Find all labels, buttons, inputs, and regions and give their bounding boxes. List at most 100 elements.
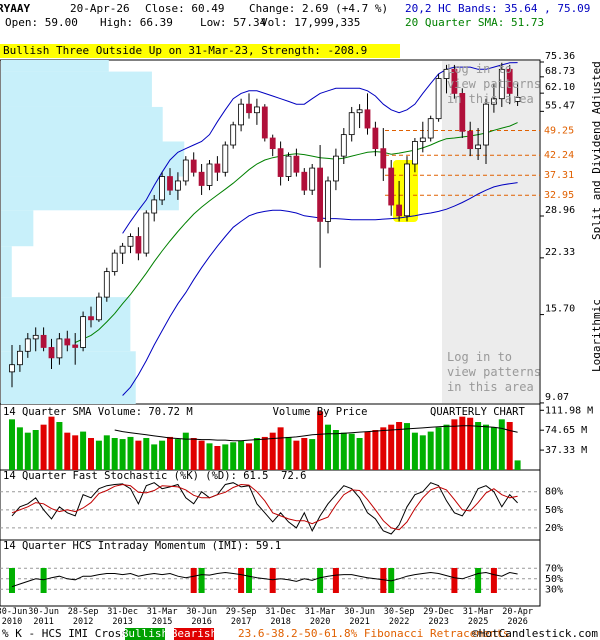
x-tick-label: 28-Sep 2012 [67, 607, 99, 627]
candle-body [64, 338, 71, 346]
volume-bar [490, 427, 497, 470]
candle-body [72, 344, 79, 348]
high: High: 66.39 [100, 16, 173, 29]
volume-bar [293, 440, 300, 470]
volume-bar [459, 416, 466, 470]
x-tick-label: 29-Dec 2023 [423, 607, 454, 627]
banner-bg [0, 44, 400, 58]
candle-body [443, 68, 450, 79]
candle-body [103, 271, 110, 298]
y-tick-label: 74.65 M [545, 425, 587, 436]
candle-body [222, 144, 229, 173]
volume-bar [451, 419, 458, 470]
indicator-line [11, 483, 518, 531]
volume-bar [514, 460, 521, 470]
candle-body [24, 338, 31, 352]
volume-bar [167, 436, 173, 470]
candle-body [88, 316, 94, 321]
bullish-signal [9, 568, 15, 593]
candle-body [411, 141, 418, 165]
candle-body [143, 212, 150, 254]
volume-bar [182, 432, 189, 470]
candle-body [475, 144, 482, 150]
x-tick-label: 31-Mar 2025 [462, 607, 494, 627]
bearish-signal [451, 568, 458, 593]
candle-body [190, 159, 197, 173]
volume-by-price-bar [1, 210, 34, 247]
y-tick-label: 55.47 [545, 100, 575, 111]
bearish-signal [380, 568, 387, 593]
volume-by-price-bar [1, 176, 179, 211]
candle-body [372, 127, 379, 150]
volume-bar [467, 417, 474, 470]
low: Low: 57.34 [200, 16, 267, 29]
volume-bar [269, 432, 276, 470]
candle-body [32, 334, 39, 340]
volume: Vol: 17,999,335 [261, 16, 360, 29]
candle-body [332, 155, 339, 182]
volume-bar [198, 440, 205, 470]
bullish-signal [246, 568, 252, 593]
candle-body [514, 96, 521, 102]
candle-body [293, 155, 300, 173]
volume-bar [277, 427, 284, 470]
volume-bar [427, 431, 434, 470]
candle-body [151, 199, 158, 214]
candle-body [396, 204, 403, 217]
volume-bar [364, 431, 371, 470]
candle-body [96, 296, 102, 321]
symbol: RYAAY [0, 2, 30, 15]
bullish-signal [475, 568, 482, 593]
candle-body [111, 252, 118, 273]
volume-bar [127, 436, 134, 470]
bullish-signal [198, 568, 205, 593]
date: 20-Apr-26 [70, 2, 130, 15]
fib-label: 32.95 [544, 190, 574, 201]
volume-bar [206, 443, 213, 470]
candle-body [451, 68, 458, 94]
volume-bar [119, 439, 126, 470]
volume-bar [190, 438, 197, 470]
volume-bar [48, 416, 55, 470]
candle-body [135, 236, 142, 254]
y-tick-label: 37.33 M [545, 445, 587, 456]
candle-body [214, 163, 221, 173]
volume-bar [230, 442, 237, 470]
y-tick-label: 70% [545, 563, 563, 574]
candle-body [9, 364, 15, 373]
candle-body [356, 109, 363, 114]
locked-note: Log in to view patterns in this area [447, 350, 541, 394]
volume-bar [32, 430, 39, 470]
sma: 20 Quarter SMA: 51.73 [405, 16, 544, 29]
bullish-key [125, 628, 165, 640]
candle-body [380, 148, 387, 169]
candle-body [459, 93, 466, 132]
volume-bar [88, 438, 94, 470]
x-tick-label: 30-Jun 2021 [344, 607, 375, 627]
volume-bar [317, 411, 324, 470]
candle-body [506, 68, 513, 94]
footer-bearish: Bearish [171, 627, 217, 640]
volume-bar [506, 422, 513, 470]
volume-bar [214, 446, 221, 470]
volume-bar [135, 440, 142, 470]
footer-bullish: Bullish [122, 627, 168, 640]
fib-label: 49.25 [544, 125, 574, 136]
volume-bar [64, 432, 71, 470]
volume-bar [309, 439, 316, 470]
y-tick-label: 15.70 [545, 304, 575, 315]
x-tick-label: 30-Jun 2010 [0, 607, 28, 627]
volume-bar [80, 431, 87, 470]
volume-bar [238, 440, 245, 470]
candle-body [238, 103, 245, 126]
volume-by-price-bar [1, 246, 12, 298]
candle-body [48, 347, 55, 359]
y-tick-label: 30% [545, 584, 563, 595]
volume-bar [411, 432, 418, 470]
volume-bar [483, 424, 489, 470]
volume-bar [325, 424, 331, 470]
volume-bar [174, 439, 181, 470]
candle-body [404, 163, 410, 217]
panel-title: 14 Quarter HCS Intraday Momentum (IMI): … [3, 540, 281, 552]
volume-by-price-bar [1, 106, 163, 142]
